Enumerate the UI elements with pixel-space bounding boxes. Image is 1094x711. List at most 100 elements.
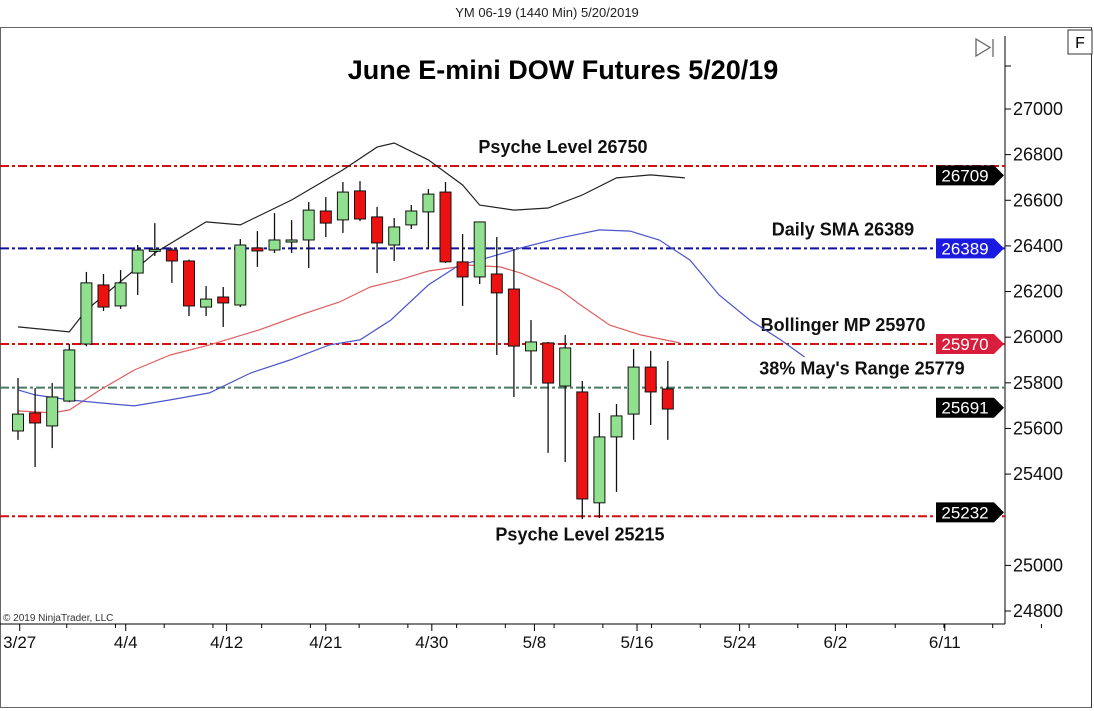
candle-body [268,239,281,251]
x-tick-label: 4/21 [309,633,342,652]
candle-body [200,298,213,308]
candle [234,239,247,308]
candle [439,182,452,264]
candle [12,378,24,440]
y-tick-label: 25000 [1013,555,1063,575]
price-badge-value: 25691 [941,399,988,418]
candle-body [148,248,161,252]
x-tick-label: 5/24 [723,633,756,652]
candle [302,202,315,269]
candle [97,273,110,311]
candle [319,197,332,238]
candle [627,349,640,440]
price-badge-bg [936,397,1004,418]
x-tick-label: 6/11 [929,633,961,652]
level-label: Daily SMA 26389 [772,219,914,239]
candle-body [63,349,76,402]
price-badge: 26709 [936,165,1004,186]
candle [456,234,469,306]
candle-body [131,249,144,274]
candle [268,213,281,253]
candle [251,231,264,267]
candle [388,218,401,261]
candle-body [354,190,366,220]
candle-body [114,282,127,307]
chart-frame [0,27,1092,708]
skip-to-end-icon[interactable] [975,37,994,58]
candle [559,334,572,462]
candle-body [29,412,42,424]
candle [507,248,520,397]
middle-band-line [17,264,680,414]
candle-body [12,413,24,432]
candle [593,412,606,518]
candle-body [234,244,247,306]
x-tick-label: 5/8 [523,633,547,652]
f-button-label: F [1075,35,1085,52]
candle [148,223,161,256]
price-badge-value: 25970 [941,335,988,354]
x-tick-label: 3/27 [3,633,36,652]
candle [473,221,486,285]
candle-body [473,221,486,278]
candle-body [456,261,469,278]
candle-body [627,366,640,415]
candle [336,182,349,233]
price-badge-value: 26709 [941,166,988,185]
candle-body [525,341,537,352]
candle-body [80,282,93,345]
price-badge: 25691 [936,397,1004,418]
level-label: Bollinger MP 25970 [761,315,926,335]
candle-body [405,210,418,226]
y-tick-label: 26000 [1013,327,1063,347]
candle-body [593,436,606,504]
y-tick-label: 24800 [1013,601,1063,621]
candle [63,344,76,403]
candle-body [217,296,230,304]
price-badge-value: 26389 [941,239,988,258]
sma-line [17,229,805,407]
candle-body [336,191,349,221]
chart-window-title: YM 06-19 (1440 Min) 5/20/2019 [455,5,639,20]
level-label: Psyche Level 26750 [478,137,647,157]
price-badge-bg [936,502,1004,523]
candle-body [302,209,315,241]
candle [114,270,127,309]
candle [131,244,144,295]
y-tick-label: 26800 [1013,145,1063,165]
price-badge: 25232 [936,502,1004,523]
f-button[interactable]: F [1067,29,1093,55]
candle [285,220,298,253]
candle [217,286,230,327]
candle-body [388,226,401,246]
candle-body [97,284,110,308]
candle-body [610,415,623,438]
candle-body [439,191,452,263]
candle-body [165,249,178,262]
y-tick-label: 25800 [1013,373,1063,393]
candle-body [422,193,435,213]
candle [490,237,503,355]
candle-body [490,273,503,294]
candle [542,341,555,453]
candle [183,259,195,316]
x-tick-label: 6/2 [824,633,848,652]
price-badge-bg [936,238,1004,259]
y-tick-label: 26400 [1013,236,1063,256]
y-tick-label: 26600 [1013,190,1063,210]
y-tick-label: 27000 [1013,99,1063,119]
candle [165,247,178,283]
candle-body [251,247,264,252]
x-tick-label: 4/30 [415,633,448,652]
candle-body [576,391,589,500]
candle [422,189,435,249]
candle-body [559,347,572,387]
y-tick-label: 26200 [1013,282,1063,302]
x-tick-label: 4/12 [210,633,243,652]
candle [354,181,366,222]
candle-body [183,260,195,307]
copyright-text: © 2019 NinjaTrader, LLC [3,613,113,624]
x-tick-label: 4/4 [114,633,138,652]
candle [644,350,657,426]
